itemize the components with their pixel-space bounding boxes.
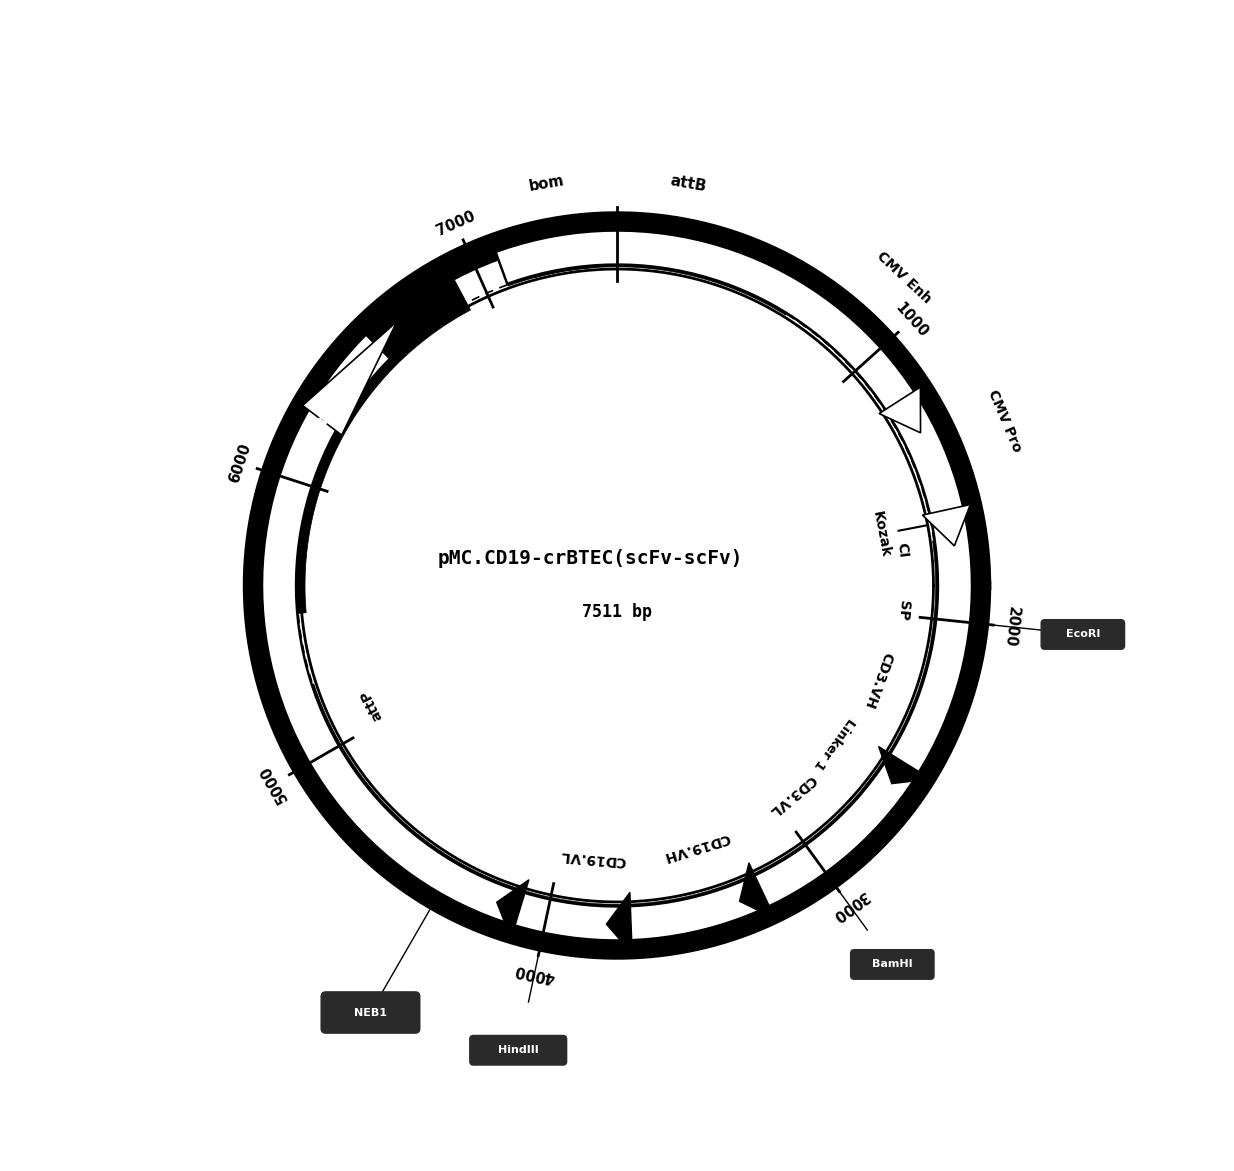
- Polygon shape: [930, 586, 975, 648]
- Text: Linker 1: Linker 1: [812, 715, 858, 772]
- Polygon shape: [253, 265, 470, 617]
- Text: CD19.VL: CD19.VL: [560, 848, 627, 868]
- Polygon shape: [879, 388, 921, 433]
- Polygon shape: [524, 230, 595, 278]
- Text: 4000: 4000: [513, 961, 557, 985]
- Circle shape: [246, 213, 988, 958]
- FancyBboxPatch shape: [470, 1035, 566, 1066]
- Text: 2000: 2000: [1002, 605, 1021, 648]
- Polygon shape: [606, 892, 632, 954]
- Polygon shape: [495, 228, 806, 315]
- Text: BamHI: BamHI: [872, 959, 913, 970]
- FancyBboxPatch shape: [321, 992, 420, 1033]
- Polygon shape: [278, 684, 347, 775]
- Polygon shape: [861, 754, 921, 815]
- Text: CD19.VH: CD19.VH: [661, 830, 732, 864]
- Text: 3000: 3000: [829, 888, 871, 924]
- Text: NEB1: NEB1: [354, 1007, 387, 1018]
- Text: 7511 bp: 7511 bp: [582, 603, 652, 622]
- Polygon shape: [887, 641, 969, 775]
- Polygon shape: [512, 890, 629, 943]
- Text: CI: CI: [893, 542, 909, 559]
- Text: EcoRI: EcoRI: [1066, 630, 1099, 639]
- Text: 6000: 6000: [227, 441, 254, 485]
- FancyBboxPatch shape: [1041, 619, 1124, 649]
- Text: attB: attB: [669, 173, 707, 194]
- FancyBboxPatch shape: [850, 950, 934, 979]
- Circle shape: [271, 240, 963, 931]
- Text: CMV Enh: CMV Enh: [875, 248, 934, 306]
- Polygon shape: [933, 536, 975, 586]
- Text: CD3.VL: CD3.VL: [766, 772, 819, 819]
- Polygon shape: [890, 397, 964, 519]
- Polygon shape: [923, 505, 970, 546]
- Polygon shape: [879, 746, 930, 783]
- Polygon shape: [739, 863, 775, 919]
- Polygon shape: [302, 322, 397, 436]
- Text: orI: orI: [422, 295, 454, 324]
- Text: 7000: 7000: [434, 208, 478, 239]
- Text: attP: attP: [358, 687, 385, 724]
- Text: HindIII: HindIII: [497, 1046, 538, 1055]
- Polygon shape: [752, 790, 891, 910]
- Text: Kozak: Kozak: [870, 509, 892, 559]
- Text: WPRE: WPRE: [389, 835, 438, 877]
- Polygon shape: [497, 879, 529, 939]
- Polygon shape: [313, 754, 523, 927]
- Text: SP: SP: [895, 600, 911, 621]
- Text: bom: bom: [527, 173, 565, 194]
- Text: pMC.CD19-crBTEC(scFv-scFv): pMC.CD19-crBTEC(scFv-scFv): [437, 549, 743, 568]
- Text: Kan: Kan: [302, 406, 334, 447]
- Text: CMV Pro: CMV Pro: [986, 388, 1024, 454]
- Polygon shape: [628, 875, 768, 943]
- Polygon shape: [787, 285, 918, 416]
- Text: CD3.VH: CD3.VH: [861, 650, 895, 711]
- Polygon shape: [262, 231, 972, 940]
- Text: 1000: 1000: [892, 300, 930, 341]
- Text: 5000: 5000: [257, 762, 290, 806]
